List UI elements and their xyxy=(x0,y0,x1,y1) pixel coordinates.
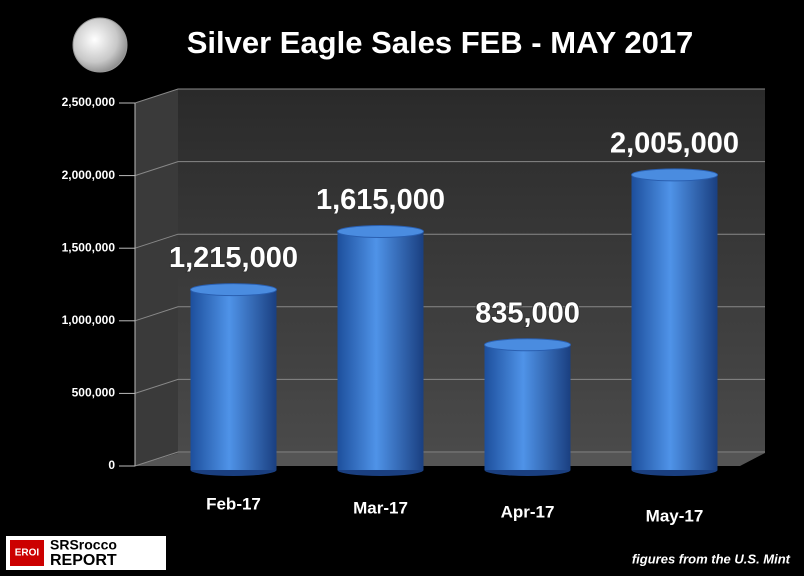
value-label: 1,615,000 xyxy=(316,184,445,216)
value-label: 2,005,000 xyxy=(610,128,739,160)
side-wall xyxy=(135,89,178,466)
logo: EROI SRSrocco REPORT xyxy=(6,536,166,570)
bar-cap xyxy=(190,283,277,297)
value-label: 1,215,000 xyxy=(169,242,298,274)
x-tick-label: May-17 xyxy=(646,506,704,525)
y-tick-label: 500,000 xyxy=(72,386,116,400)
grid-line xyxy=(134,88,765,104)
bar-cap xyxy=(337,225,424,239)
logo-name: SRSrocco xyxy=(50,537,117,553)
x-tick-label: Apr-17 xyxy=(501,502,555,521)
y-tick-label: 1,500,000 xyxy=(62,240,116,254)
y-tick-label: 2,000,000 xyxy=(62,168,116,182)
chart-title: Silver Eagle Sales FEB - MAY 2017 xyxy=(187,25,694,60)
bar-cap xyxy=(631,168,718,182)
logo-badge-text: EROI xyxy=(15,548,40,559)
logo-badge xyxy=(10,540,44,566)
grid-line xyxy=(134,306,765,322)
bar xyxy=(484,344,571,470)
bar xyxy=(631,174,718,470)
coin-icon xyxy=(72,17,128,73)
bar xyxy=(337,231,424,470)
source-note: figures from the U.S. Mint xyxy=(632,551,791,566)
grid-line xyxy=(134,233,765,249)
y-tick-label: 1,000,000 xyxy=(62,313,116,327)
x-tick-label: Mar-17 xyxy=(353,498,408,517)
bar xyxy=(190,289,277,470)
y-tick-label: 2,500,000 xyxy=(62,95,116,109)
grid-line xyxy=(134,161,765,177)
y-tick-label: 0 xyxy=(108,458,115,472)
logo-sub: REPORT xyxy=(50,552,117,569)
x-tick-label: Feb-17 xyxy=(206,494,261,513)
bar-cap xyxy=(484,338,571,352)
floor xyxy=(135,453,765,466)
value-label: 835,000 xyxy=(475,297,580,329)
